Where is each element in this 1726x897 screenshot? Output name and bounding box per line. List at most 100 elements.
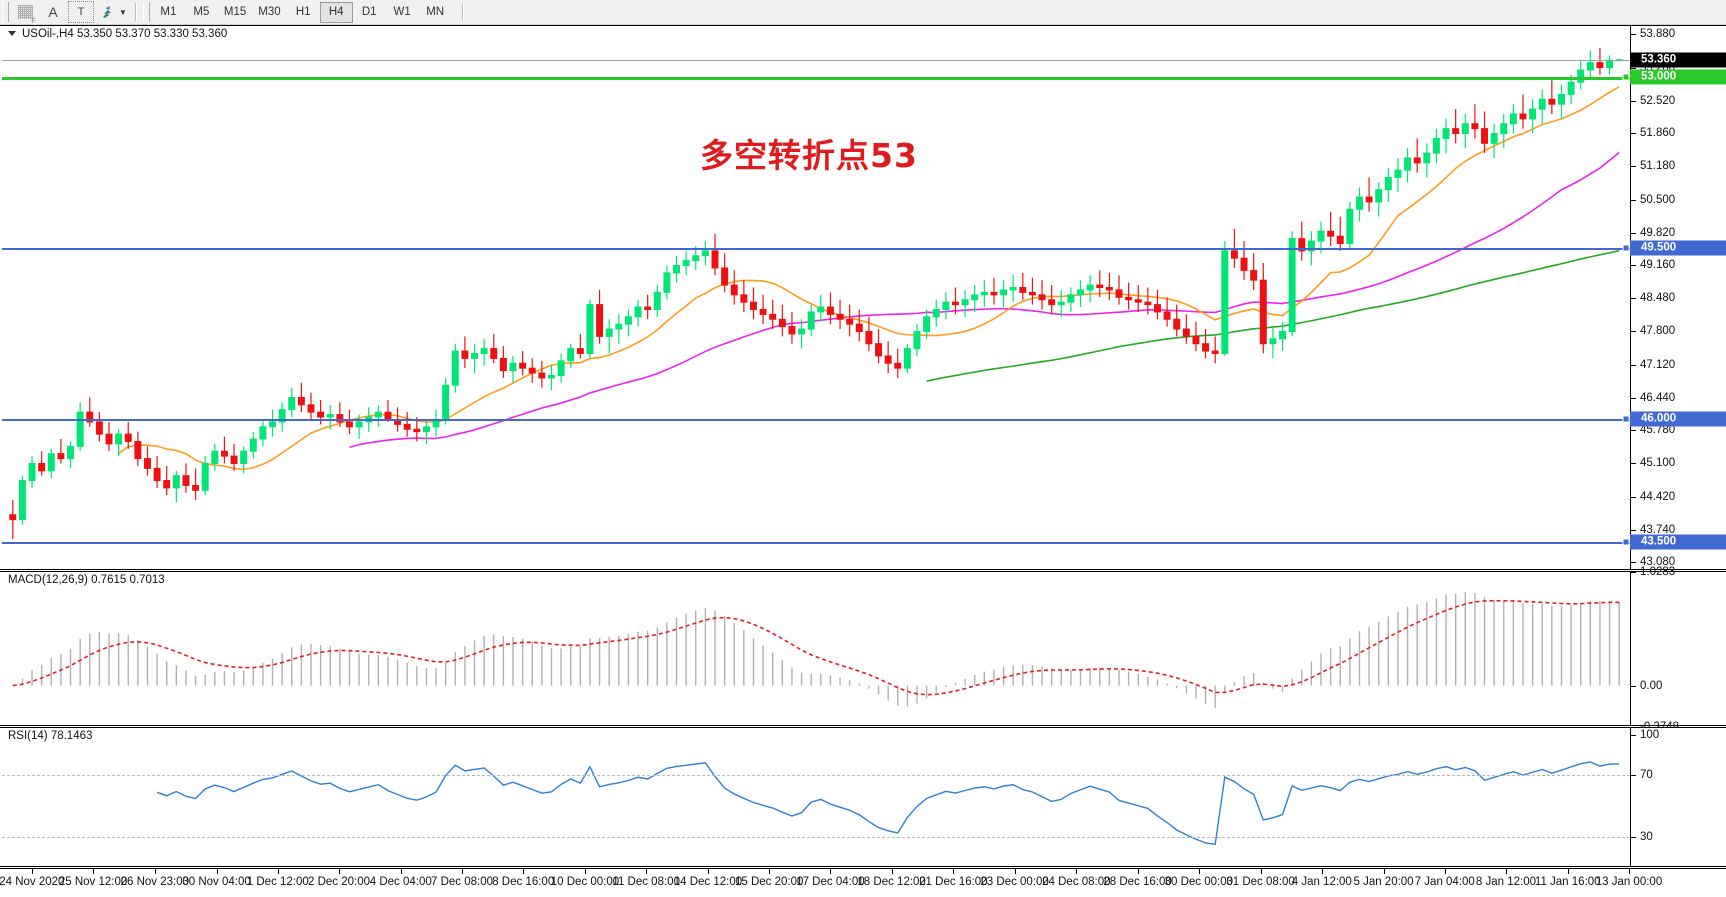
time-tick-mark: [277, 869, 279, 874]
price-tick: 43.080: [1631, 556, 1675, 568]
timeframe-m5[interactable]: M5: [193, 6, 210, 18]
time-tick-label: 13 Jan 00:00: [1595, 876, 1663, 888]
macd-label: MACD(12,26,9) 0.7615 0.7013: [8, 574, 165, 586]
time-tick-mark: [523, 869, 525, 874]
level-tag-level-49-5: 49.500: [1630, 240, 1726, 256]
text-box-icon[interactable]: T: [68, 1, 94, 23]
price-plot-area[interactable]: [2, 26, 1630, 569]
collapse-arrow-icon[interactable]: [8, 31, 16, 36]
time-tick-label: 10 Dec 00:00: [550, 876, 620, 888]
toolbar-separator-2: [461, 3, 464, 21]
objects-dropdown-caret-icon[interactable]: ▼: [119, 7, 127, 17]
level-line-support-53[interactable]: [2, 77, 1630, 81]
rsi-panel[interactable]: RSI(14) 78.1463 100 70 30: [0, 727, 1726, 867]
level-tag-last-price: 53.360: [1630, 52, 1726, 68]
timeframe-m30[interactable]: M30: [258, 6, 281, 18]
time-tick-mark: [339, 869, 341, 874]
time-tick-label: 8 Dec 16:00: [492, 876, 555, 888]
level-handle-level-46[interactable]: [1622, 415, 1630, 423]
timeframe-w1[interactable]: W1: [393, 6, 411, 18]
price-axis[interactable]: 53.880 53.200 52.520 51.860 51.180 50.500 49.8…: [1630, 26, 1726, 569]
toolbar: A T ▼ M1 M5 M15 M30 H1 H4 D1 W1 MN: [0, 0, 1726, 25]
toolbar-separator: [134, 3, 137, 21]
rsi-tick: 100: [1631, 729, 1659, 741]
level-handle-level-49-5[interactable]: [1622, 244, 1630, 252]
time-tick-label: 24 Dec 08:00: [1042, 876, 1111, 888]
timeframe-h1[interactable]: H1: [295, 6, 311, 18]
toolbar-grip-1[interactable]: [2, 2, 9, 22]
rsi-tick: 30: [1631, 831, 1653, 843]
time-tick-mark: [1198, 869, 1200, 874]
price-tick: 51.860: [1631, 127, 1675, 139]
level-line-level-46[interactable]: [2, 419, 1630, 422]
time-tick-label: 5 Jan 20:00: [1353, 876, 1414, 888]
rsi-tick: 70: [1631, 769, 1653, 781]
time-tick-mark: [891, 869, 893, 874]
price-tick: 45.780: [1631, 424, 1675, 436]
time-tick-label: 15 Dec 20:00: [734, 876, 804, 888]
level-handle-support-53[interactable]: [1622, 73, 1630, 81]
price-tick: 43.740: [1631, 524, 1675, 536]
toolbar-grip-2[interactable]: [142, 2, 150, 22]
time-tick-mark: [584, 869, 586, 874]
time-tick-mark: [1137, 869, 1139, 874]
time-tick-label: 4 Dec 04:00: [369, 876, 432, 888]
level-handle-level-43-5[interactable]: [1622, 538, 1630, 546]
time-tick-label: 11 Jan 16:00: [1534, 876, 1601, 888]
timeframe-m15[interactable]: M15: [223, 6, 247, 18]
time-tick-mark: [1383, 869, 1385, 874]
level-line-last-price[interactable]: [2, 59, 1630, 61]
price-tick: 49.160: [1631, 259, 1675, 271]
crosshair-f-icon[interactable]: [12, 1, 38, 25]
time-tick-mark: [1321, 869, 1323, 874]
time-tick-mark: [1628, 869, 1630, 874]
timeframe-m1[interactable]: M1: [160, 6, 177, 18]
chart-root: USOil-,H4 53.350 53.370 53.330 53.360 53…: [0, 25, 1726, 897]
time-tick-label: 1 Dec 12:00: [246, 876, 309, 888]
time-tick-mark: [461, 869, 463, 874]
chart-annotation-text: 多空转折点53: [700, 136, 918, 175]
price-tick: 51.180: [1631, 160, 1675, 172]
price-tick: 53.880: [1631, 28, 1675, 40]
level-tag-level-46: 46.000: [1630, 411, 1726, 427]
time-tick-label: 17 Dec 04:00: [796, 876, 865, 888]
time-tick-mark: [769, 869, 771, 874]
timeframe-d1[interactable]: D1: [361, 6, 377, 18]
time-tick-label: 2 Dec 20:00: [308, 876, 371, 888]
rsi-guide-70: [2, 774, 1630, 776]
time-tick-mark: [1014, 869, 1016, 874]
time-tick-mark: [1567, 869, 1569, 874]
time-tick-mark: [1444, 869, 1446, 874]
time-tick-label: 4 Jan 12:00: [1291, 876, 1352, 888]
price-panel[interactable]: USOil-,H4 53.350 53.370 53.330 53.360 53…: [0, 25, 1726, 570]
time-tick-label: 7 Dec 08:00: [430, 876, 493, 888]
time-tick-label: 11 Dec 08:00: [612, 876, 680, 888]
price-tick: 49.820: [1631, 227, 1675, 239]
macd-panel[interactable]: MACD(12,26,9) 0.7615 0.7013 1.02830.00-0…: [0, 566, 1726, 733]
price-tick: 47.800: [1631, 325, 1675, 337]
objects-icon[interactable]: [96, 1, 122, 23]
level-tag-level-43-5: 43.500: [1630, 534, 1726, 550]
time-tick-label: 8 Jan 12:00: [1475, 876, 1537, 888]
timeframe-h4[interactable]: H4: [319, 1, 353, 23]
macd-tick: 1.0283: [1631, 566, 1675, 578]
time-tick-label: 28 Dec 16:00: [1103, 876, 1172, 888]
time-tick-label: 24 Nov 2020: [0, 876, 65, 888]
timeframe-mn[interactable]: MN: [426, 6, 445, 18]
time-tick-label: 25 Nov 12:00: [58, 876, 128, 888]
rsi-axis[interactable]: 100 70 30: [1630, 728, 1726, 866]
time-axis[interactable]: 24 Nov 2020 25 Nov 12:00 26 Nov 23:00 30 No…: [0, 868, 1726, 897]
level-line-level-43-5[interactable]: [2, 541, 1630, 544]
rsi-plot-area[interactable]: [2, 728, 1630, 866]
text-label-icon[interactable]: A: [48, 4, 58, 20]
time-tick-mark: [953, 869, 955, 874]
price-tick: 45.100: [1631, 457, 1675, 469]
price-candles-svg: [9, 47, 1623, 540]
macd-tick: 0.00: [1631, 680, 1662, 692]
macd-plot-area[interactable]: [2, 572, 1630, 725]
level-line-level-49-5[interactable]: [2, 248, 1630, 251]
level-tag-support-53: 53.000: [1630, 69, 1726, 85]
time-tick-label: 21 Dec 16:00: [919, 876, 988, 888]
price-tick: 52.520: [1631, 95, 1675, 107]
